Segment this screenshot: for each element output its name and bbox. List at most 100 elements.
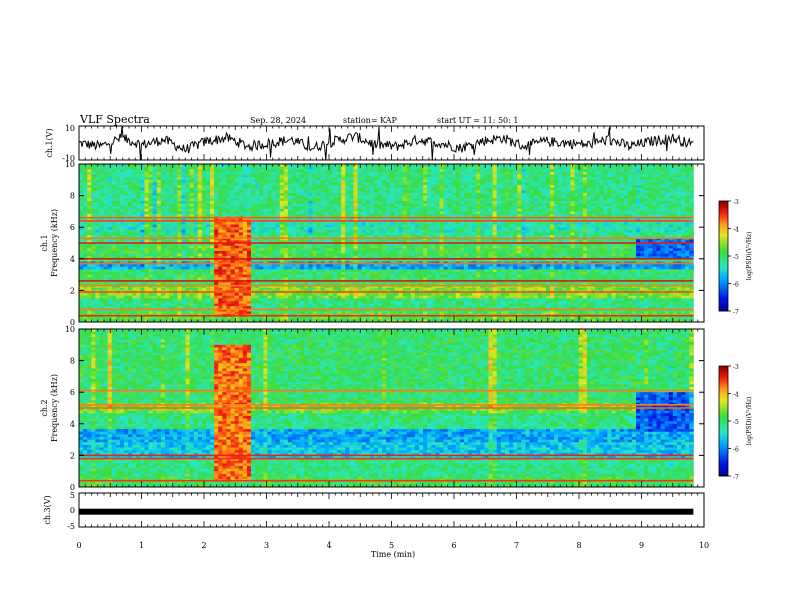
spectrogram-cell bbox=[341, 227, 346, 231]
spectrogram-cell bbox=[189, 190, 195, 194]
spectrogram-cell bbox=[357, 203, 363, 207]
spectrogram-cell bbox=[361, 185, 367, 189]
spectrogram-cell bbox=[259, 319, 264, 323]
spectrogram-cell bbox=[160, 274, 166, 278]
spectrogram-cell bbox=[111, 308, 117, 312]
spectrogram-cell bbox=[328, 214, 334, 218]
spectrogram-cell bbox=[222, 198, 227, 202]
spectrogram-cell bbox=[279, 308, 285, 312]
spectrogram-cell bbox=[369, 248, 375, 252]
spectrogram-cell bbox=[197, 264, 203, 268]
spectrogram-cell bbox=[353, 221, 358, 225]
spectrogram-cell bbox=[197, 192, 203, 196]
spectrogram-cell bbox=[148, 316, 154, 320]
spectrogram-cell bbox=[242, 303, 248, 307]
spectrogram-cell bbox=[226, 195, 231, 199]
spectrogram-cell bbox=[337, 298, 342, 302]
spectrogram-cell bbox=[414, 203, 420, 207]
spectrogram-cell bbox=[255, 182, 260, 186]
spectrogram-cell bbox=[287, 208, 293, 212]
spectrogram-cell bbox=[230, 250, 236, 254]
spectrogram-cell bbox=[144, 308, 150, 312]
spectrogram-cell bbox=[234, 187, 240, 191]
spectrogram-cell bbox=[189, 179, 195, 183]
spectrogram-cell bbox=[193, 256, 199, 260]
spectrogram-cell bbox=[373, 179, 379, 183]
spectrogram-cell bbox=[185, 287, 190, 291]
spectrogram-cell bbox=[156, 182, 162, 186]
spectrogram-cell bbox=[353, 266, 358, 270]
spectrogram-cell bbox=[402, 271, 408, 275]
spectrogram-cell bbox=[115, 235, 121, 239]
spectrogram-cell bbox=[226, 264, 231, 268]
spectrogram-cell bbox=[132, 243, 137, 247]
spectrogram-cell bbox=[414, 185, 420, 189]
spectrogram-cell bbox=[328, 306, 334, 310]
spectrogram-cell bbox=[394, 306, 399, 310]
spectrogram-cell bbox=[300, 269, 305, 273]
spectrogram-cell bbox=[226, 206, 231, 210]
spectrogram-cell bbox=[283, 174, 289, 178]
spectrogram-cell bbox=[357, 293, 363, 297]
spectrogram-cell bbox=[218, 227, 223, 231]
spectrogram-cell bbox=[283, 203, 289, 207]
spectrogram-cell bbox=[197, 182, 203, 186]
spectrogram-cell bbox=[119, 235, 125, 239]
spectrogram-cell bbox=[124, 171, 129, 175]
spectrogram-cell bbox=[386, 250, 391, 254]
spectrogram-cell bbox=[185, 192, 190, 196]
spectrogram-cell bbox=[83, 203, 88, 207]
spectrogram-cell bbox=[115, 256, 121, 260]
spectrogram-cell bbox=[152, 221, 158, 225]
spectrogram-cell bbox=[83, 192, 88, 196]
spectrogram-cell bbox=[308, 185, 313, 189]
spectrogram-cell bbox=[406, 177, 412, 181]
spectrogram-cell bbox=[128, 214, 133, 218]
spectrogram-cell bbox=[165, 243, 170, 247]
spectrogram-cell bbox=[185, 293, 190, 297]
spectrogram-cell bbox=[205, 227, 211, 231]
spectrogram-cell bbox=[410, 187, 416, 191]
spectrogram-cell bbox=[148, 227, 154, 231]
spectrogram-cell bbox=[136, 264, 141, 268]
spectrogram-cell bbox=[165, 300, 170, 304]
spectrogram-cell bbox=[324, 287, 330, 291]
spectrogram-cell bbox=[246, 293, 252, 297]
spectrogram-cell bbox=[296, 274, 301, 278]
spectrogram-cell bbox=[255, 169, 260, 173]
spectrogram-cell bbox=[337, 211, 342, 215]
spectrogram-cell bbox=[152, 282, 158, 286]
spectrogram-cell bbox=[156, 245, 162, 249]
spectrogram-cell bbox=[95, 271, 100, 275]
spectrogram-cell bbox=[304, 221, 309, 225]
spectrogram-cell bbox=[369, 200, 375, 204]
spectrogram-cell bbox=[345, 224, 350, 228]
spectrogram-cell bbox=[222, 171, 227, 175]
spectrogram-cell bbox=[398, 243, 403, 247]
spectrogram-cell bbox=[353, 203, 358, 207]
spectrogram-cell bbox=[312, 171, 317, 175]
spectrogram-cell bbox=[95, 300, 100, 304]
spectrogram-cell bbox=[390, 224, 395, 228]
spectrogram-cell bbox=[382, 221, 387, 225]
spectrogram-cell bbox=[177, 179, 182, 183]
spectrogram-cell bbox=[287, 287, 293, 291]
spectrogram-cell bbox=[337, 227, 342, 231]
spectrogram-cell bbox=[115, 245, 121, 249]
spectrogram-cell bbox=[328, 295, 334, 299]
spectrogram-cell bbox=[418, 182, 424, 186]
spectrogram-cell bbox=[251, 277, 256, 281]
spectrogram-cell bbox=[83, 243, 88, 247]
spectrogram-cell bbox=[226, 245, 231, 249]
spectrogram-cell bbox=[128, 227, 133, 231]
spectrogram-cell bbox=[111, 300, 117, 304]
spectrogram-cell bbox=[91, 237, 96, 241]
spectrogram-cell bbox=[390, 195, 395, 199]
spectrogram-cell bbox=[320, 295, 326, 299]
spectrogram-cell bbox=[165, 248, 170, 252]
spectrogram-cell bbox=[390, 174, 395, 178]
spectrogram-cell bbox=[320, 253, 326, 257]
spectrogram-cell bbox=[312, 256, 317, 260]
spectrogram-cell bbox=[353, 198, 358, 202]
spectrogram-cell bbox=[152, 258, 158, 262]
